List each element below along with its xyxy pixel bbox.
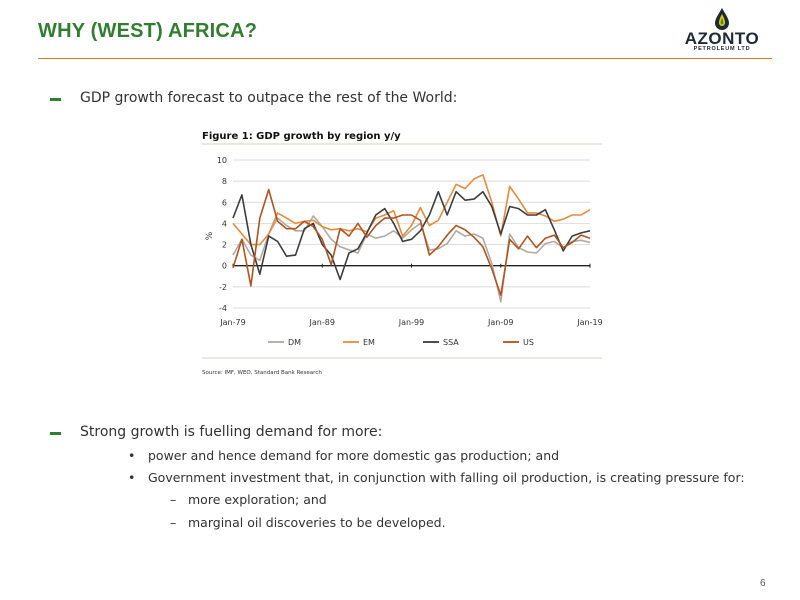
sub-sub-bullet-marker: – xyxy=(170,515,177,530)
x-tick-label: Jan-99 xyxy=(398,318,424,327)
sub-bullet-text: Government investment that, in conjuncti… xyxy=(148,470,745,485)
sub-bullet-marker: • xyxy=(128,470,136,485)
chart-source: Source: IMF, WEO, Standard Bank Research xyxy=(202,370,322,376)
chart-grid xyxy=(233,159,590,309)
chart-series xyxy=(232,173,591,303)
company-logo: AZONTO PETROLEUM LTD xyxy=(672,6,772,56)
x-tick-label: Jan-09 xyxy=(487,318,513,327)
x-axis-ticks: Jan-79 Jan-89 Jan-99 Jan-09 Jan-19 xyxy=(219,263,603,327)
sub-bullet-marker: • xyxy=(128,448,136,463)
bullet-text: Strong growth is fuelling demand for mor… xyxy=(80,424,383,440)
y-tick-label: -4 xyxy=(219,304,227,313)
y-tick-label: 0 xyxy=(222,262,227,271)
y-tick-label: -2 xyxy=(219,283,227,292)
y-tick-label: 2 xyxy=(222,241,227,250)
chart-title: Figure 1: GDP growth by region y/y xyxy=(202,131,401,142)
x-tick-label: Jan-89 xyxy=(309,318,335,327)
legend-label-em: EM xyxy=(363,338,375,347)
chart-legend: DM EM SSA US xyxy=(268,338,534,347)
y-axis-label: % xyxy=(205,231,215,240)
series-line-us xyxy=(232,188,591,297)
y-tick-label: 8 xyxy=(222,177,227,186)
logo-subtitle: PETROLEUM LTD xyxy=(693,46,751,52)
series-line-ssa xyxy=(232,190,591,281)
y-tick-label: 4 xyxy=(222,219,227,228)
header-divider xyxy=(38,58,772,59)
logo-wordmark: AZONTO xyxy=(684,29,760,48)
bullet-text: GDP growth forecast to outpace the rest … xyxy=(80,90,458,106)
sub-sub-bullet-marker: – xyxy=(170,492,177,507)
sub-sub-bullet-text: more exploration; and xyxy=(188,492,327,507)
oil-drop-icon xyxy=(715,8,729,30)
x-tick-label: Jan-79 xyxy=(219,318,245,327)
bullet-marker xyxy=(50,98,61,101)
y-axis-ticks: 10 8 6 4 2 0 -2 -4 xyxy=(217,156,227,313)
legend-label-dm: DM xyxy=(288,338,301,347)
series-line-em xyxy=(232,173,591,246)
y-tick-label: 6 xyxy=(222,198,227,207)
sub-sub-bullet-text: marginal oil discoveries to be developed… xyxy=(188,515,446,530)
x-tick-label: Jan-19 xyxy=(576,318,602,327)
gdp-growth-chart: Figure 1: GDP growth by region y/y 10 8 6 4… xyxy=(202,131,603,376)
bullet-marker xyxy=(50,432,61,435)
sub-bullet-text: power and hence demand for more domestic… xyxy=(148,448,560,463)
legend-label-ssa: SSA xyxy=(443,338,459,347)
legend-label-us: US xyxy=(523,338,534,347)
page-number: 6 xyxy=(760,578,766,589)
page-title: WHY (WEST) AFRICA? xyxy=(38,20,258,42)
y-tick-label: 10 xyxy=(217,156,227,165)
